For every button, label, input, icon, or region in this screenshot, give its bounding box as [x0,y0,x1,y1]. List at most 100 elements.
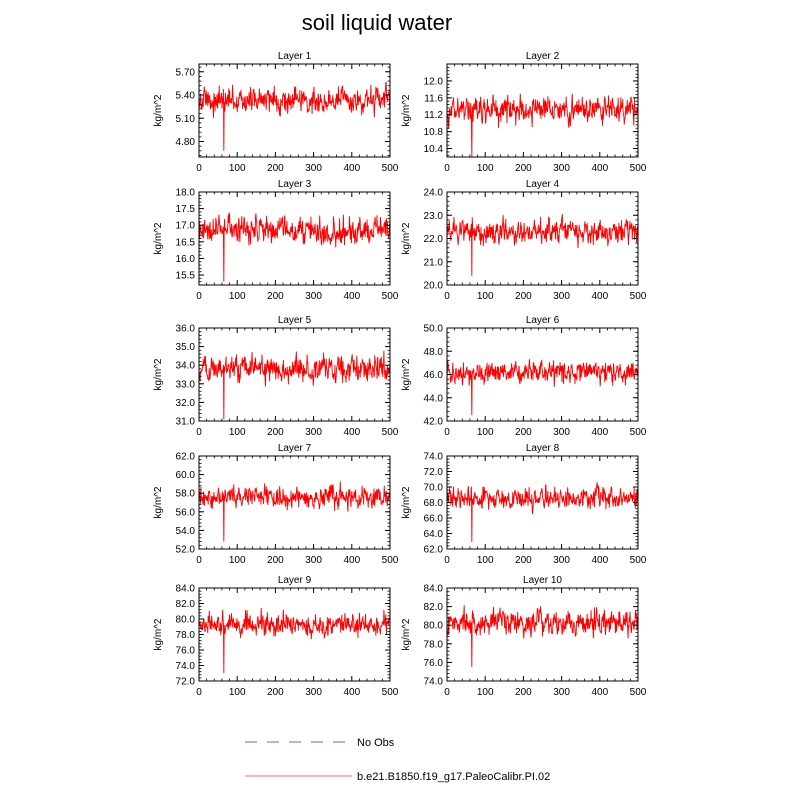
series-line [198,481,391,542]
panel-layer-2: Layer 2 kg/m^2 0 100 200 300 400 500 10.4 10.8 11.… [401,51,647,174]
y-tick-label: 78.0 [176,630,196,641]
x-tick-label: 500 [382,427,399,438]
x-tick-label: 100 [229,163,246,174]
y-tick-label: 33.0 [176,379,196,390]
panel-layer-10: Layer 10 kg/m^2 0 100 200 300 400 500 74.0 76.0 78… [401,575,647,698]
y-tick-label: 48.0 [424,347,444,358]
x-tick-label: 400 [591,687,608,698]
panel-title: Layer 7 [278,443,312,454]
x-tick-label: 0 [444,687,450,698]
panel-title: Layer 8 [526,443,560,454]
y-axis-label: kg/m^2 [153,222,164,254]
panel-layer-5: Layer 5 kg/m^2 0 100 200 300 400 500 31.0 32.0 33.… [153,315,399,438]
x-tick-label: 200 [267,687,284,698]
x-tick-label: 200 [267,291,284,302]
x-tick-label: 100 [229,427,246,438]
x-tick-label: 100 [477,687,494,698]
x-tick-label: 500 [630,291,647,302]
series-line [198,607,391,674]
panel-title: Layer 5 [278,315,312,326]
figure-title: soil liquid water [302,10,452,35]
legend-no-obs-label: No Obs [357,737,395,749]
x-tick-label: 200 [267,555,284,566]
y-tick-label: 66.0 [424,514,444,525]
x-tick-label: 200 [515,555,532,566]
series-line [446,93,639,158]
y-tick-label: 15.5 [176,271,196,282]
x-tick-label: 400 [591,291,608,302]
panel-layer-7: Layer 7 kg/m^2 0 100 200 300 400 500 52.0 54.0 56.… [153,443,399,566]
x-tick-label: 500 [630,687,647,698]
y-axis-label: kg/m^2 [153,94,164,126]
series-line [198,81,391,151]
x-tick-label: 300 [553,291,570,302]
x-tick-label: 300 [553,687,570,698]
panel-layer-9: Layer 9 kg/m^2 0 100 200 300 400 500 72.0 74.0 76.… [153,575,399,698]
series-line [446,359,639,416]
x-tick-label: 200 [267,427,284,438]
x-tick-label: 400 [343,427,360,438]
x-tick-label: 400 [343,687,360,698]
plot-frame [446,587,639,682]
y-tick-label: 70.0 [424,483,444,494]
y-tick-label: 72.0 [176,677,196,688]
panel-title: Layer 3 [278,179,312,190]
plot-frame [198,455,391,550]
y-tick-label: 35.0 [176,342,196,353]
panel-title: Layer 1 [278,51,312,62]
panel-title: Layer 9 [278,575,312,586]
x-tick-label: 200 [515,427,532,438]
x-tick-label: 100 [229,291,246,302]
x-tick-label: 300 [305,163,322,174]
y-tick-label: 54.0 [176,526,196,537]
x-tick-label: 0 [196,427,202,438]
y-tick-label: 23.0 [424,211,444,222]
x-tick-label: 100 [477,555,494,566]
y-tick-label: 50.0 [424,324,444,335]
y-tick-label: 10.8 [424,127,444,138]
x-tick-label: 0 [196,687,202,698]
y-tick-label: 78.0 [424,639,444,650]
legend-model-label: b.e21.B1850.f19_g17.PaleoCalibr.PI.02 [357,771,550,783]
x-tick-label: 100 [477,291,494,302]
x-tick-label: 0 [444,427,450,438]
plot-frame [446,63,639,158]
x-tick-label: 500 [630,555,647,566]
x-tick-label: 0 [196,291,202,302]
series-line [198,350,391,420]
y-tick-label: 12.0 [424,76,444,87]
y-tick-label: 74.0 [424,452,444,463]
y-tick-label: 56.0 [176,507,196,518]
y-tick-label: 82.0 [424,602,444,613]
y-tick-label: 11.2 [424,110,443,121]
x-tick-label: 400 [343,555,360,566]
y-tick-label: 44.0 [424,393,444,404]
y-tick-label: 82.0 [176,599,196,610]
y-tick-label: 16.5 [176,237,196,248]
y-axis-label: kg/m^2 [401,486,412,518]
x-tick-label: 0 [196,163,202,174]
y-tick-label: 5.40 [176,91,196,102]
y-tick-label: 68.0 [424,498,444,509]
panel-title: Layer 10 [523,575,562,586]
y-tick-label: 84.0 [424,584,444,595]
legend: No Obs b.e21.B1850.f19_g17.PaleoCalibr.P… [245,737,550,783]
x-tick-label: 300 [305,291,322,302]
y-axis-label: kg/m^2 [153,358,164,390]
y-axis-label: kg/m^2 [153,618,164,650]
x-tick-label: 100 [477,427,494,438]
y-tick-label: 80.0 [176,615,196,626]
y-tick-label: 4.80 [176,137,196,148]
x-tick-label: 100 [229,555,246,566]
y-tick-label: 80.0 [424,621,444,632]
panel-title: Layer 6 [526,315,560,326]
y-axis-label: kg/m^2 [153,486,164,518]
x-tick-label: 400 [591,427,608,438]
x-tick-label: 0 [196,555,202,566]
x-tick-label: 200 [515,291,532,302]
x-tick-label: 500 [382,687,399,698]
y-axis-label: kg/m^2 [401,94,412,126]
x-tick-label: 200 [267,163,284,174]
y-tick-label: 72.0 [424,467,444,478]
panel-layer-6: Layer 6 kg/m^2 0 100 200 300 400 500 42.0 44.0 46.… [401,315,647,438]
